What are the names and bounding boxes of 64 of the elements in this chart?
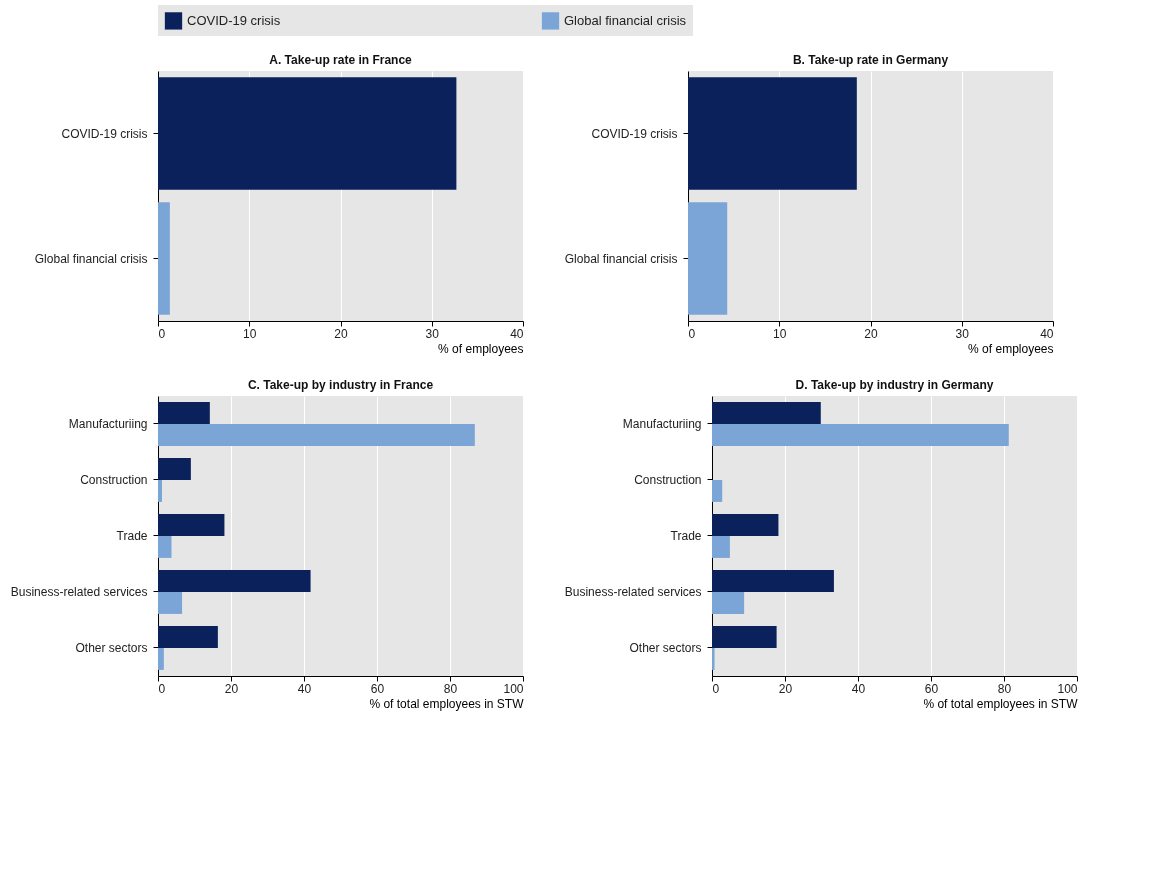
bar <box>712 514 779 536</box>
x-tick-label: 0 <box>158 326 166 341</box>
y-tick-label: Global financial crisis <box>34 251 148 266</box>
x-tick-label: 20 <box>334 326 348 341</box>
y-tick-label: Trade <box>670 529 702 543</box>
x-tick-label: 40 <box>297 681 312 696</box>
x-tick-label: 30 <box>425 326 440 341</box>
x-axis-title: % of total employees in STW <box>369 696 525 711</box>
y-tick-label: Construction <box>634 473 702 487</box>
y-tick-label: Manufacturiing <box>68 417 148 431</box>
y-tick-label: Other sectors <box>629 641 702 655</box>
y-tick-label: Business-related services <box>564 585 702 599</box>
x-tick-label: 20 <box>224 681 239 696</box>
y-tick-label: COVID-19 crisis <box>591 126 678 141</box>
y-tick-label: Global financial crisis <box>564 251 678 266</box>
y-tick-label: Trade <box>116 529 148 543</box>
x-tick-label: 40 <box>1040 326 1054 341</box>
bar <box>712 480 723 502</box>
x-tick-label: 100 <box>1057 681 1078 696</box>
bar <box>158 458 191 480</box>
x-axis-title: % of total employees in STW <box>923 696 1079 711</box>
x-tick-label: 20 <box>864 326 878 341</box>
x-tick-label: 30 <box>955 326 970 341</box>
bar <box>158 514 225 536</box>
chart-title: B. Take-up rate in Germany <box>792 53 949 67</box>
x-axis-title: % of employees <box>438 341 524 356</box>
bar <box>158 570 311 592</box>
y-tick-label: Manufacturiing <box>622 417 702 431</box>
y-tick-label: Business-related services <box>10 585 148 599</box>
x-tick-label: 40 <box>851 681 866 696</box>
y-tick-label: Construction <box>80 473 148 487</box>
x-tick-label: 60 <box>924 681 939 696</box>
bar <box>712 648 715 670</box>
x-tick-label: 0 <box>712 681 720 696</box>
chart-title: A. Take-up rate in France <box>269 53 413 67</box>
bar <box>158 536 172 558</box>
bar <box>158 648 164 670</box>
y-tick-label: Other sectors <box>75 641 148 655</box>
chart-title: D. Take-up by industry in Germany <box>795 378 994 392</box>
x-tick-label: 10 <box>773 326 787 341</box>
x-tick-label: 80 <box>997 681 1012 696</box>
bar <box>158 592 183 614</box>
bar <box>712 592 745 614</box>
x-axis-title: % of employees <box>968 341 1054 356</box>
x-tick-label: 100 <box>503 681 524 696</box>
x-tick-label: 20 <box>778 681 793 696</box>
bar <box>158 402 210 424</box>
bar <box>158 626 218 648</box>
x-tick-label: 80 <box>443 681 458 696</box>
x-tick-label: 60 <box>370 681 385 696</box>
bar <box>158 424 475 446</box>
bar <box>712 536 730 558</box>
chart-title: C. Take-up by industry in France <box>247 378 434 392</box>
y-tick-label: COVID-19 crisis <box>61 126 148 141</box>
x-tick-label: 40 <box>510 326 524 341</box>
x-tick-label: 0 <box>688 326 696 341</box>
bar <box>712 402 821 424</box>
bar <box>712 570 834 592</box>
bar <box>712 626 777 648</box>
legend-label: COVID-19 crisis <box>187 12 281 28</box>
bar <box>158 480 163 502</box>
x-tick-label: 10 <box>243 326 257 341</box>
bar <box>712 424 1009 446</box>
x-tick-label: 0 <box>158 681 166 696</box>
